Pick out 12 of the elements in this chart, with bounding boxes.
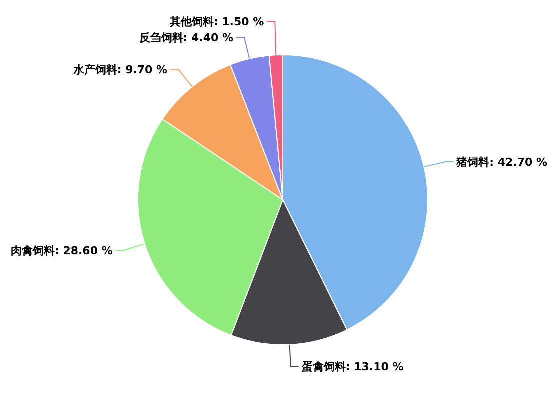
slice-label: 猪饲料 [456,156,490,169]
slice-label: 肉禽饲料 [10,244,55,258]
slice-label: 蛋禽饲料 [300,360,346,374]
data-label: : 42.70 % [490,156,548,169]
data-label: : 9.70 % [117,64,168,77]
data-label: : 28.60 % [54,244,113,258]
slice-label: 其他饲料 [168,15,214,28]
data-label: : 1.50 % [214,15,264,28]
slice-label: 反刍饲料 [138,31,184,44]
data-label: : 13.10 % [346,360,404,374]
slice-label: 水产饲料 [72,64,118,77]
data-label: : 4.40 % [183,31,234,44]
